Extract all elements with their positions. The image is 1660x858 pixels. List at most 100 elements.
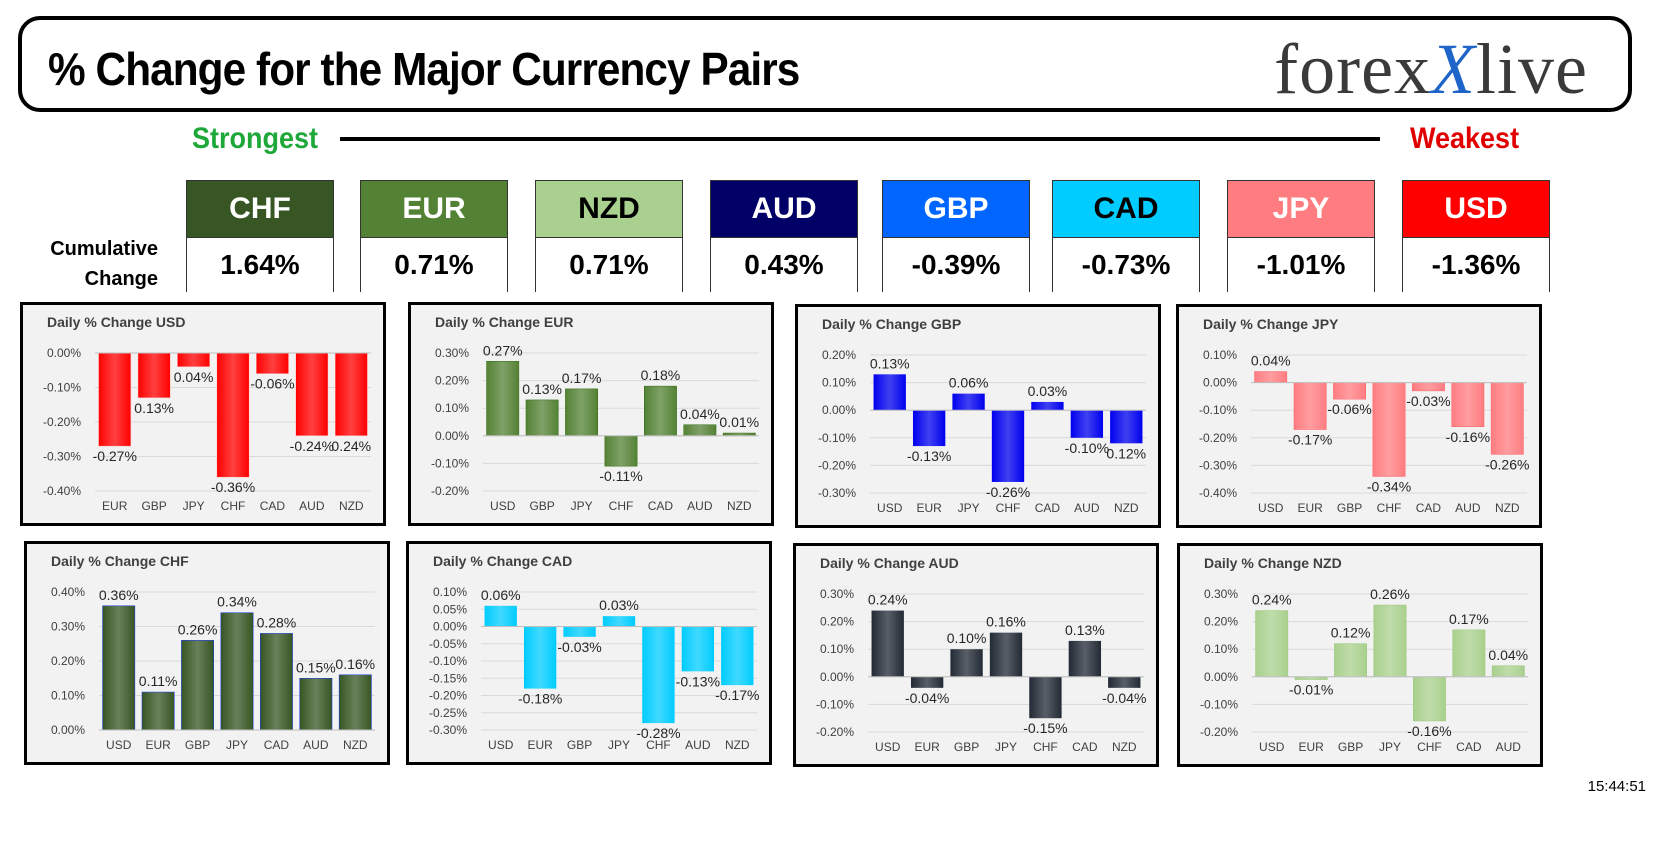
y-tick-label: 0.30%: [1204, 587, 1238, 601]
x-tick-label: NZD: [1495, 501, 1520, 515]
currency-box-jpy: JPY -1.01%: [1227, 180, 1375, 292]
bar-usd: [484, 605, 517, 627]
x-tick-label: EUR: [914, 740, 940, 754]
data-label: 0.06%: [481, 587, 521, 603]
currency-box-aud: AUD 0.43%: [710, 180, 858, 292]
y-tick-label: 0.00%: [47, 346, 81, 360]
y-tick-label: 0.40%: [51, 585, 85, 599]
data-label: -0.26%: [1485, 456, 1529, 472]
chart-panel-3: Daily % Change JPY 0.10% 0.00% -0.10% -0.20%…: [1176, 304, 1542, 528]
data-label: -0.01%: [1289, 682, 1333, 698]
y-tick-label: -0.20%: [431, 484, 469, 498]
logo-forex: forex: [1274, 29, 1432, 109]
x-tick-label: EUR: [1297, 501, 1323, 515]
data-label: 0.28%: [257, 614, 297, 630]
bar-aud: [295, 352, 329, 437]
y-tick-label: 0.10%: [822, 376, 856, 390]
bar-cad: [256, 352, 289, 374]
x-tick-label: CAD: [648, 499, 674, 513]
chart-panel-7: Daily % Change NZD 0.30% 0.20% 0.10% 0.00% -0…: [1177, 543, 1543, 767]
currency-cumulative-value: -1.01%: [1228, 238, 1374, 292]
bar-eur: [910, 676, 944, 688]
bar-aud: [1070, 410, 1104, 438]
currency-code: NZD: [536, 181, 682, 238]
currency-box-eur: EUR 0.71%: [360, 180, 508, 292]
bar-gbp: [950, 649, 983, 677]
x-tick-label: CHF: [1417, 740, 1442, 754]
y-tick-label: -0.15%: [429, 671, 467, 685]
y-tick-label: -0.20%: [818, 458, 856, 472]
y-tick-label: 0.20%: [822, 348, 856, 362]
y-tick-label: 0.05%: [433, 602, 467, 616]
bar-jpy: [989, 632, 1023, 677]
x-tick-label: AUD: [299, 499, 325, 513]
y-tick-label: 0.30%: [51, 620, 85, 634]
bar-aud: [1451, 382, 1485, 428]
y-tick-label: -0.05%: [429, 637, 467, 651]
bar-usd: [1255, 610, 1289, 678]
x-tick-label: CHF: [221, 499, 246, 513]
x-tick-label: AUD: [1455, 501, 1481, 515]
bar-gbp: [137, 352, 171, 399]
bar-eur: [1293, 382, 1327, 430]
bar-eur: [98, 352, 132, 447]
strength-line: [340, 137, 1380, 141]
timestamp: 15:44:51: [1587, 778, 1646, 795]
cumulative-change-label: Cumulative Change: [40, 234, 158, 294]
y-tick-label: -0.10%: [429, 654, 467, 668]
bar-chart: Daily % Change USD 0.00% -0.10% -0.20% -0.30…: [23, 305, 383, 523]
data-label: -0.16%: [1446, 429, 1490, 445]
data-label: 0.13%: [870, 355, 910, 371]
currency-cumulative-value: -0.73%: [1053, 238, 1199, 292]
data-label: 0.24%: [331, 438, 371, 454]
x-tick-label: CAD: [260, 499, 286, 513]
y-tick-label: 0.00%: [1203, 376, 1237, 390]
y-tick-label: 0.00%: [820, 670, 854, 684]
x-tick-label: AUD: [1496, 740, 1522, 754]
bar-chart: Daily % Change CAD 0.10% 0.05% 0.00% -0.05% -…: [409, 544, 769, 762]
x-tick-label: CHF: [996, 501, 1021, 515]
x-tick-label: CAD: [264, 738, 290, 752]
y-tick-label: 0.10%: [51, 689, 85, 703]
x-tick-label: GBP: [1338, 740, 1363, 754]
data-label: -0.03%: [557, 639, 601, 655]
bar-chf: [1029, 676, 1062, 719]
data-label: 0.03%: [1028, 383, 1068, 399]
bar-jpy: [220, 612, 254, 731]
data-label: -0.03%: [1406, 393, 1450, 409]
x-tick-label: EUR: [527, 738, 553, 752]
data-label: -0.06%: [1327, 401, 1371, 417]
currency-cumulative-value: -1.36%: [1403, 238, 1549, 292]
x-tick-label: USD: [106, 738, 132, 752]
currency-box-chf: CHF 1.64%: [186, 180, 334, 292]
data-label: 0.04%: [680, 406, 720, 422]
bar-cad: [644, 385, 677, 437]
x-tick-label: CAD: [1416, 501, 1442, 515]
bar-gbp: [1334, 643, 1367, 678]
currency-cumulative-value: 0.71%: [536, 238, 682, 292]
x-tick-label: EUR: [916, 501, 942, 515]
chart-title: Daily % Change CAD: [433, 553, 572, 569]
data-label: -0.27%: [93, 448, 137, 464]
data-label: 0.04%: [1488, 647, 1528, 663]
y-tick-label: -0.20%: [1199, 431, 1237, 445]
strongest-label: Strongest: [192, 122, 319, 155]
y-tick-label: -0.40%: [1199, 486, 1237, 500]
y-tick-label: -0.10%: [1200, 697, 1238, 711]
chart-panel-4: Daily % Change CHF 0.40% 0.30% 0.20% 0.10% 0.…: [24, 541, 390, 765]
bar-cad: [1068, 640, 1102, 677]
x-tick-label: GBP: [185, 738, 210, 752]
data-label: 0.36%: [99, 587, 139, 603]
cumulative-label-line1: Cumulative: [50, 238, 158, 260]
bar-jpy: [177, 352, 210, 368]
currency-code: USD: [1403, 181, 1549, 238]
bar-chart: Daily % Change JPY 0.10% 0.00% -0.10% -0.20%…: [1179, 307, 1539, 525]
y-tick-label: 0.00%: [51, 723, 85, 737]
bar-jpy: [565, 388, 598, 437]
chart-title: Daily % Change EUR: [435, 314, 573, 330]
bar-nzd: [1108, 676, 1141, 688]
x-tick-label: CHF: [1033, 740, 1058, 754]
y-tick-label: 0.00%: [435, 429, 469, 443]
y-tick-label: 0.20%: [51, 654, 85, 668]
y-tick-label: 0.10%: [1204, 642, 1238, 656]
